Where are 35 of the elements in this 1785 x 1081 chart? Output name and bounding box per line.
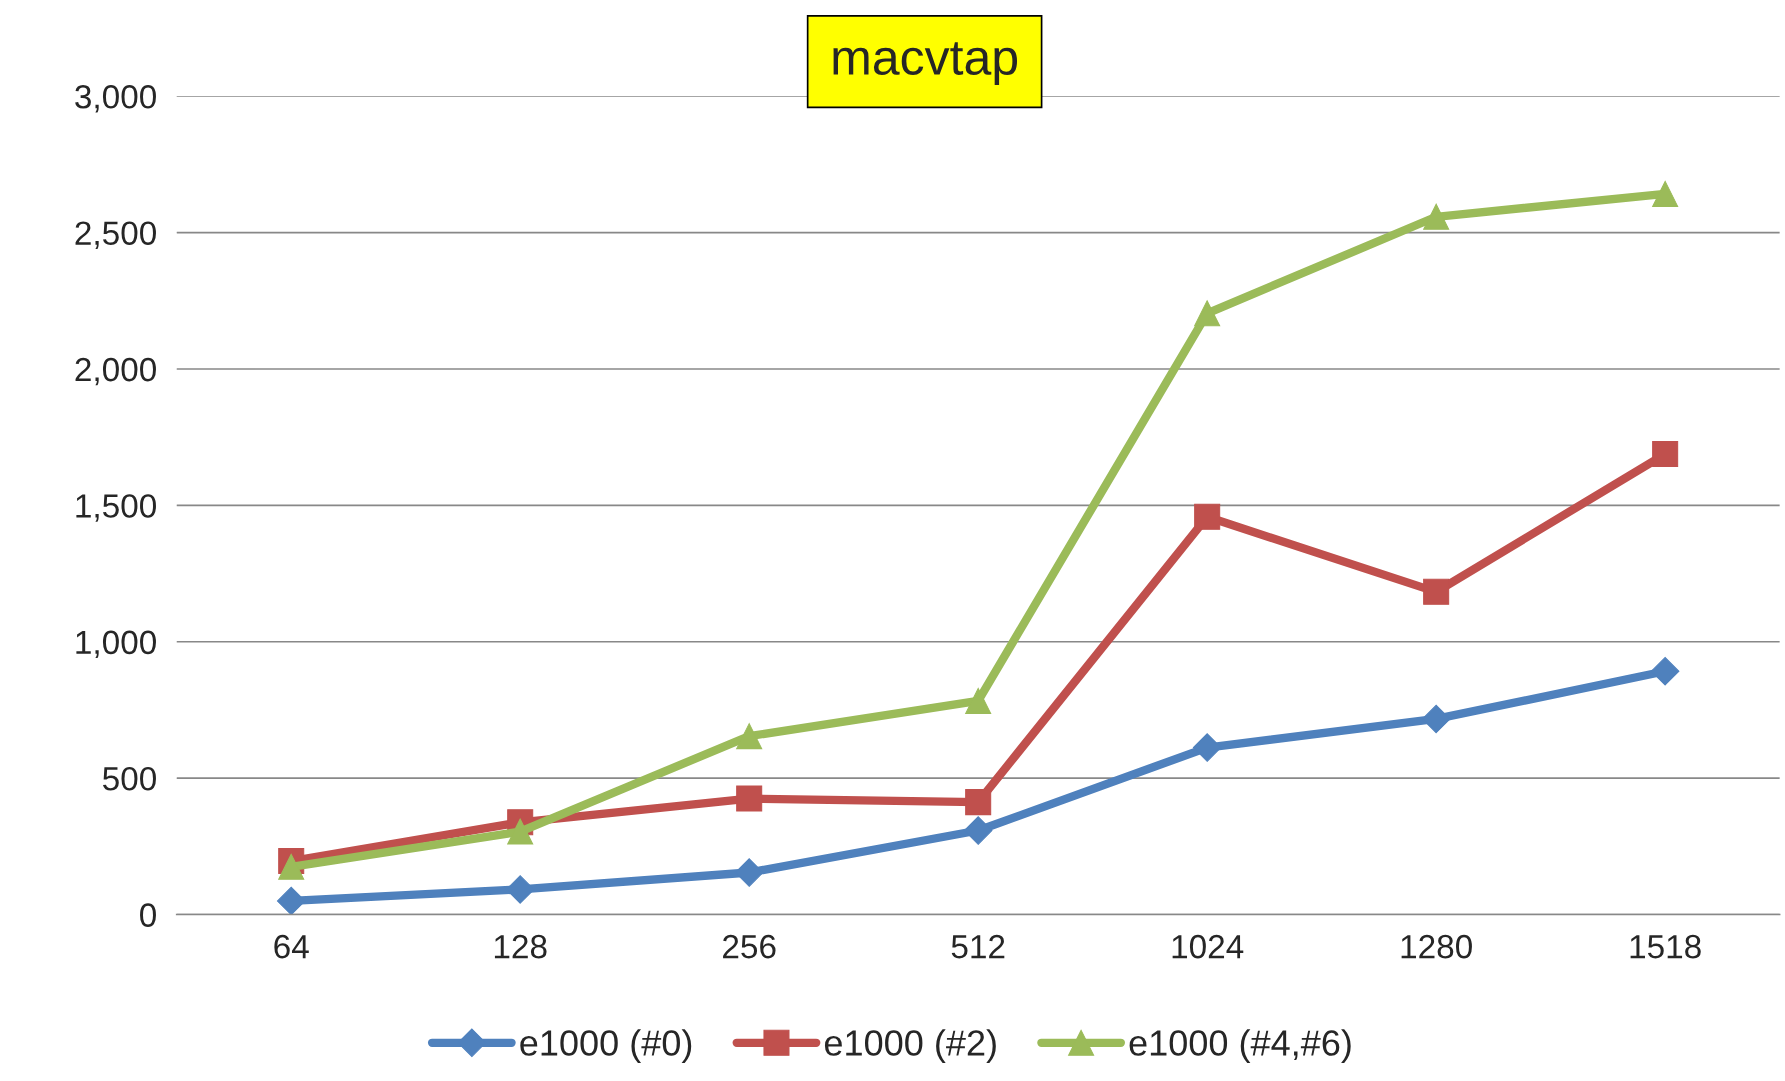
x-tick-label: 1024: [1172, 934, 1244, 959]
point: [965, 789, 992, 816]
x-tick-label: 128: [494, 934, 547, 959]
point: [1423, 203, 1450, 230]
point: [1192, 733, 1222, 762]
point: [963, 816, 993, 845]
point: [1421, 704, 1451, 734]
point: [736, 723, 763, 750]
point: [507, 818, 534, 845]
x-tick-label: 256: [723, 934, 776, 959]
y-tick-label: 3,000: [75, 85, 156, 113]
point: [736, 785, 763, 812]
x-tick-label: 1518: [1630, 934, 1701, 959]
y-tick-label: 1,000: [76, 630, 156, 659]
y-tick-label: 500: [102, 766, 156, 791]
y-tick-label: 2,500: [75, 221, 156, 249]
legend-label: e1000 (#4,#6): [1129, 1029, 1351, 1063]
chart-title: macvtap: [833, 42, 1018, 85]
point: [1194, 300, 1221, 327]
point: [1423, 578, 1450, 605]
y-tick-label: 1,500: [76, 494, 156, 522]
point: [276, 886, 306, 915]
x-tick-label: 512: [951, 934, 1005, 959]
y-tick-label: 0: [140, 903, 156, 927]
x-tick-label: 1280: [1401, 934, 1472, 959]
point: [1652, 180, 1679, 207]
point: [278, 853, 305, 880]
y-tick-label: 2,000: [75, 357, 156, 386]
point: [965, 687, 992, 714]
point: [1650, 656, 1680, 686]
x-tick-label: 64: [274, 934, 309, 959]
point: [1194, 503, 1221, 530]
legend-label: e1000 (#2): [824, 1029, 996, 1063]
legend-label: e1000 (#0): [520, 1029, 692, 1063]
point: [1652, 441, 1679, 468]
